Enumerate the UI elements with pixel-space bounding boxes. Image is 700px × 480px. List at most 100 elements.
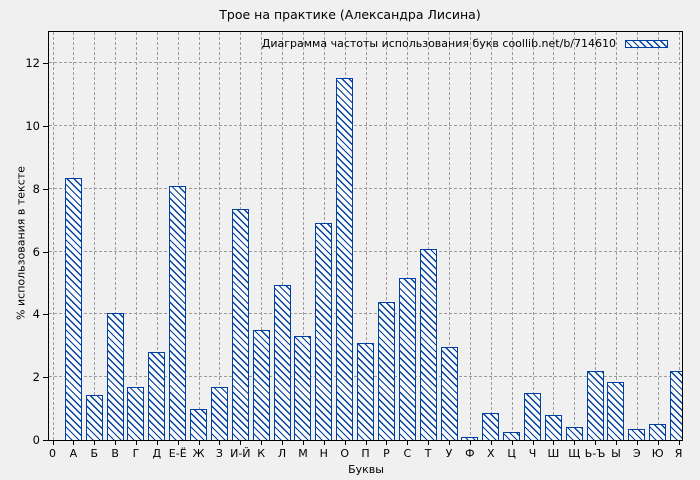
x-tick-mark bbox=[449, 440, 451, 445]
y-tick-label: 0 bbox=[32, 433, 40, 447]
y-tick-mark bbox=[43, 251, 48, 253]
x-gridline bbox=[615, 32, 617, 440]
y-tick-mark bbox=[43, 377, 48, 379]
x-gridline bbox=[386, 32, 388, 440]
x-tick-label: З bbox=[215, 447, 223, 460]
x-tick-label: Г bbox=[132, 447, 140, 460]
x-tick-mark bbox=[636, 440, 638, 445]
x-tick-mark bbox=[657, 440, 659, 445]
bar-И-Й bbox=[231, 209, 249, 440]
bar-З bbox=[210, 386, 228, 440]
bar-Ю bbox=[649, 424, 667, 440]
y-tick-mark bbox=[43, 440, 48, 441]
x-tick-label: Ф bbox=[465, 447, 475, 460]
y-gridline bbox=[49, 313, 682, 315]
bar-П bbox=[357, 342, 375, 440]
x-tick-mark bbox=[344, 440, 346, 445]
bar-Г bbox=[127, 386, 145, 440]
bar-Е-Ё bbox=[169, 185, 187, 440]
x-tick-label: П bbox=[361, 447, 370, 460]
x-gridline bbox=[198, 32, 200, 440]
x-tick-label: Е-Ё bbox=[168, 447, 187, 460]
x-tick-label: Н bbox=[319, 447, 328, 460]
bar-М bbox=[294, 336, 312, 440]
bar-Ы bbox=[607, 381, 625, 440]
x-gridline bbox=[449, 32, 451, 440]
x-gridline bbox=[469, 32, 471, 440]
y-tick-mark bbox=[43, 126, 48, 128]
x-gridline bbox=[302, 32, 304, 440]
x-gridline bbox=[490, 32, 492, 440]
x-gridline bbox=[657, 32, 659, 440]
x-tick-mark bbox=[511, 440, 513, 445]
bar-Щ bbox=[565, 427, 583, 440]
x-tick-label: Ы bbox=[611, 447, 621, 460]
x-tick-label: О bbox=[340, 447, 350, 460]
bar-Ч bbox=[524, 392, 541, 440]
bar-А bbox=[64, 177, 82, 440]
x-tick-mark bbox=[532, 440, 534, 445]
x-tick-label: Щ bbox=[568, 447, 581, 460]
x-gridline bbox=[261, 32, 263, 440]
bar-Ж bbox=[190, 408, 208, 440]
x-tick-mark bbox=[302, 440, 304, 445]
x-tick-label: Ю bbox=[651, 447, 664, 460]
x-tick-mark bbox=[553, 440, 555, 445]
x-tick-mark bbox=[365, 440, 367, 445]
x-tick-mark bbox=[240, 440, 242, 445]
x-gridline bbox=[219, 32, 221, 440]
x-tick-mark bbox=[282, 440, 284, 445]
bar-Н bbox=[315, 223, 333, 440]
x-tick-mark bbox=[156, 440, 158, 445]
x-axis-label: Буквы bbox=[348, 463, 384, 476]
x-tick-label: Ж bbox=[192, 447, 205, 460]
x-tick-mark bbox=[198, 440, 200, 445]
x-tick-label: Ц bbox=[507, 447, 516, 460]
x-tick-label: А bbox=[69, 447, 78, 460]
x-tick-label: Э bbox=[633, 447, 641, 460]
x-tick-mark bbox=[94, 440, 96, 445]
legend-label: Диаграмма частоты использования букв coo… bbox=[261, 37, 616, 50]
x-tick-mark bbox=[115, 440, 117, 445]
bar-В bbox=[106, 312, 124, 440]
x-tick-mark bbox=[52, 440, 54, 445]
x-tick-mark bbox=[407, 440, 409, 445]
x-gridline bbox=[511, 32, 513, 440]
x-tick-label: Л bbox=[277, 447, 287, 460]
x-tick-mark bbox=[219, 440, 221, 445]
bar-У bbox=[440, 347, 458, 440]
x-tick-label: Б bbox=[90, 447, 99, 460]
y-gridline bbox=[49, 125, 682, 127]
x-gridline bbox=[135, 32, 137, 440]
bar-Б bbox=[85, 394, 103, 440]
x-tick-label: Ь-Ъ bbox=[584, 447, 606, 460]
x-gridline bbox=[532, 32, 534, 440]
y-tick-label: 8 bbox=[32, 181, 40, 196]
x-tick-label: Ш bbox=[547, 447, 560, 460]
x-gridline bbox=[574, 32, 576, 440]
y-gridline bbox=[49, 62, 682, 64]
x-tick-mark bbox=[323, 440, 325, 445]
x-tick-label: У bbox=[445, 447, 453, 460]
x-tick-mark bbox=[428, 440, 430, 445]
y-axis-label: % использования в тексте bbox=[14, 166, 28, 320]
y-tick-label: 2 bbox=[32, 370, 40, 385]
x-tick-label: Р bbox=[383, 447, 390, 460]
x-tick-mark bbox=[469, 440, 471, 445]
x-gridline bbox=[407, 32, 409, 440]
x-tick-label: К bbox=[257, 447, 266, 460]
bar-Ф bbox=[461, 436, 479, 440]
x-tick-label: Я bbox=[674, 447, 683, 460]
x-gridline bbox=[282, 32, 284, 440]
x-tick-mark bbox=[261, 440, 263, 445]
x-tick-label: И-Й bbox=[230, 447, 251, 460]
bar-Ь-Ъ bbox=[586, 370, 604, 440]
y-tick-label: 4 bbox=[32, 307, 40, 322]
x-gridline bbox=[365, 32, 367, 440]
y-tick-label: 6 bbox=[32, 244, 40, 259]
bar-С bbox=[398, 278, 416, 440]
x-gridline bbox=[636, 32, 638, 440]
y-tick-mark bbox=[43, 314, 48, 316]
x-tick-label: С bbox=[403, 447, 412, 460]
bar-Я bbox=[670, 370, 682, 440]
